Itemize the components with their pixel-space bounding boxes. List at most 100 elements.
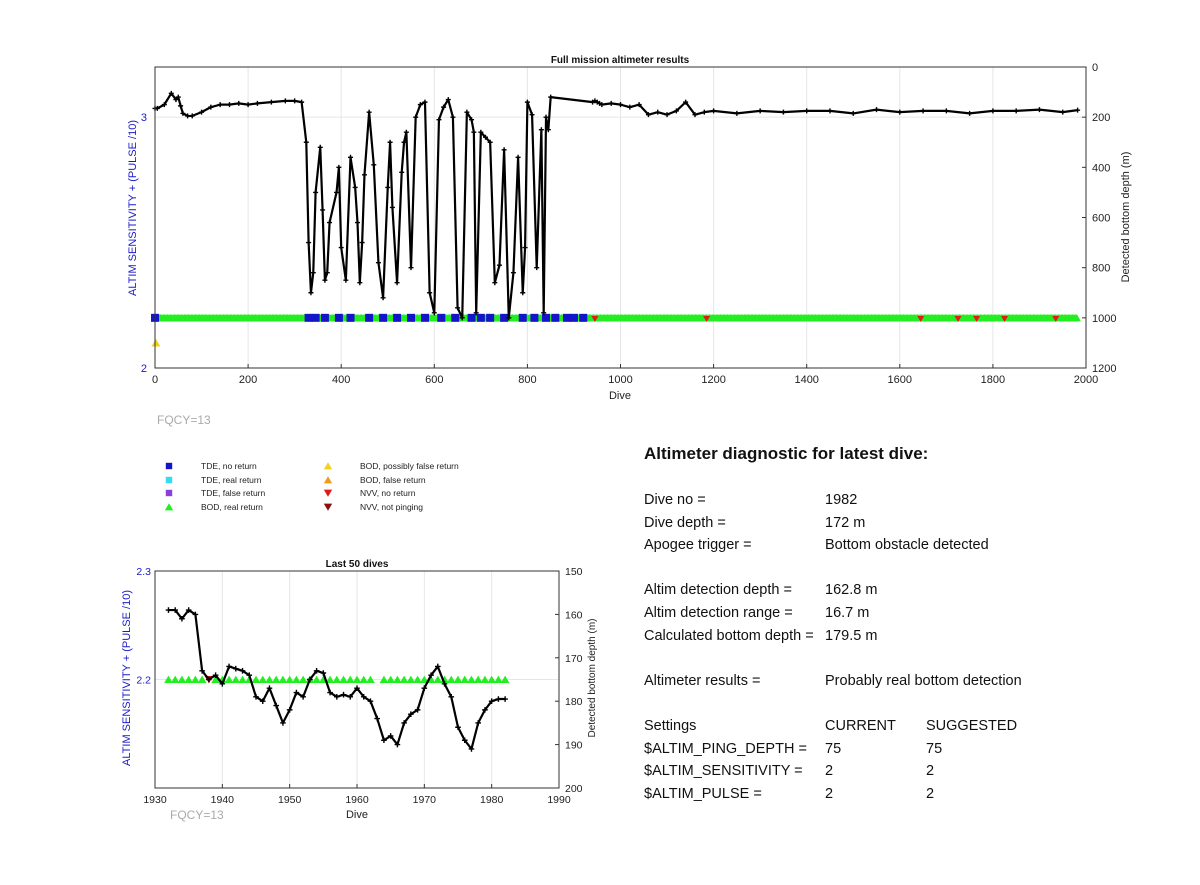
bottom-bod-real-return-marker xyxy=(298,675,308,683)
bottom-depth-point xyxy=(300,694,306,700)
detection-range-value: 16.7 m xyxy=(825,604,870,621)
top-tde-no-return-marker xyxy=(486,313,495,322)
top-depth-point xyxy=(920,108,926,114)
bottom-depth-point xyxy=(219,681,226,687)
top-depth-point xyxy=(506,315,512,321)
top-depth-point xyxy=(522,245,528,251)
top-depth-point xyxy=(254,100,260,106)
bottom-bod-real-return-marker xyxy=(446,675,456,683)
legend-triangle-up-marker xyxy=(323,476,333,484)
bottom-depth-point xyxy=(502,696,508,702)
dive-depth-value: 172 m xyxy=(825,514,866,531)
bottom-bod-real-return-marker xyxy=(399,675,409,683)
top-right-tick-label: 0 xyxy=(1092,62,1098,74)
bottom-depth-point xyxy=(340,691,347,698)
top-depth-point xyxy=(496,262,502,268)
top-depth-point xyxy=(385,184,391,190)
bottom-bod-real-return-marker xyxy=(366,675,375,683)
legend-label: NVV, no return xyxy=(360,488,416,498)
top-depth-point xyxy=(804,108,810,114)
top-depth-point xyxy=(387,139,393,145)
top-depth-point xyxy=(734,110,740,116)
top-depth-point xyxy=(371,162,377,168)
top-depth-point xyxy=(473,310,479,316)
dive-depth-label: Dive depth = xyxy=(644,514,726,531)
bottom-bod-real-return-marker xyxy=(413,675,422,683)
bottom-depth-point xyxy=(334,694,340,700)
top-bod-real-return-marker xyxy=(1072,314,1081,322)
bottom-depth-point xyxy=(185,607,192,613)
calculated-depth-row: Calculated bottom depth = 179.5 m xyxy=(644,628,1164,651)
bottom-depth-point xyxy=(441,681,448,687)
top-ticks: 0 200 400 600 800 1000 1200 1400 1600 1800 2000 2 3 0… xyxy=(141,62,1117,386)
top-x-tick-label: 1200 xyxy=(701,374,725,386)
bottom-depth-point xyxy=(374,715,380,722)
bottom-depth-point xyxy=(394,741,401,748)
legend-item: BOD, false return xyxy=(323,475,426,485)
bottom-bod-real-return-marker xyxy=(231,675,241,683)
bottom-depth-point xyxy=(259,698,266,704)
bottom-bod-real-return-marker xyxy=(433,675,443,683)
dive-no-row: Dive no = 1982 xyxy=(644,492,1164,515)
top-fqcy-note: FQCY=13 xyxy=(157,413,211,427)
suggested-header: SUGGESTED xyxy=(926,717,1018,734)
bottom-bod-real-return-marker xyxy=(211,675,220,683)
bottom-depth-point xyxy=(327,689,333,696)
top-depth-point xyxy=(520,290,526,296)
dive-no-value: 1982 xyxy=(825,492,858,508)
ping-depth-current: 75 xyxy=(825,740,842,757)
top-depth-point xyxy=(483,134,489,140)
legend-square-marker xyxy=(165,476,173,484)
legend-item: NVV, no return xyxy=(323,488,416,498)
top-depth-point xyxy=(175,94,181,100)
top-tde-no-return-marker xyxy=(334,313,343,322)
bottom-bod-real-return-marker xyxy=(271,675,281,683)
bottom-depth-point xyxy=(448,694,455,700)
top-depth-point xyxy=(545,127,551,133)
bottom-bod-real-return-marker xyxy=(184,675,193,683)
bottom-bod-real-return-marker xyxy=(312,675,321,683)
bottom-bod-real-return-marker xyxy=(473,675,483,683)
legend-item: BOD, real return xyxy=(164,502,263,512)
top-x-tick-label: 1800 xyxy=(981,374,1005,386)
apogee-label: Apogee trigger = xyxy=(644,537,752,554)
top-depth-point xyxy=(464,109,470,115)
top-depth-point xyxy=(599,102,605,108)
legend-label: BOD, false return xyxy=(360,475,426,485)
bottom-bod-real-return-marker xyxy=(265,675,274,683)
top-depth-point xyxy=(618,102,623,108)
top-depth-point xyxy=(445,97,451,103)
top-tde-no-return-marker xyxy=(304,313,313,322)
top-depth-point xyxy=(208,104,214,110)
bottom-bod-real-return-marker xyxy=(480,675,490,683)
legend-label: NVV, not pinging xyxy=(360,502,423,512)
top-depth-point xyxy=(189,113,195,119)
bottom-bod-real-return-marker xyxy=(292,675,301,683)
bottom-bod-real-return-marker xyxy=(258,675,268,683)
legend-label: BOD, real return xyxy=(201,502,263,512)
results-row: Altimeter results = Probably real bottom… xyxy=(644,673,1164,696)
top-nvv-no-return-marker xyxy=(591,316,599,322)
top-depth-point xyxy=(469,117,475,123)
top-x-tick-label: 1600 xyxy=(888,374,912,386)
top-depth-point xyxy=(673,108,679,114)
bottom-depth-point xyxy=(165,607,172,613)
bottom-depth-point xyxy=(266,685,273,691)
bottom-bod-real-return-marker xyxy=(177,675,187,683)
top-depth-point xyxy=(827,108,833,114)
bottom-chart-title: Last 50 dives xyxy=(326,559,389,570)
diagnostic-heading: Altimeter diagnostic for latest dive: xyxy=(644,444,929,463)
bottom-right-tick-label: 170 xyxy=(565,653,583,665)
bottom-depth-point xyxy=(455,724,461,731)
legend-triangle-down-marker xyxy=(323,503,333,511)
bottom-bod-real-return-marker xyxy=(197,675,207,683)
bottom-bod-real-return-marker xyxy=(164,675,173,683)
top-depth-point xyxy=(515,154,521,160)
top-tde-no-return-marker xyxy=(476,313,485,322)
top-depth-point xyxy=(427,290,433,296)
sensitivity-row: $ALTIM_SENSITIVITY = 2 2 xyxy=(644,763,1164,786)
top-right-tick-label: 600 xyxy=(1092,213,1110,225)
bottom-right-axis-label: Detected bottom depth (m) xyxy=(587,619,598,738)
top-depth-point xyxy=(361,172,367,178)
